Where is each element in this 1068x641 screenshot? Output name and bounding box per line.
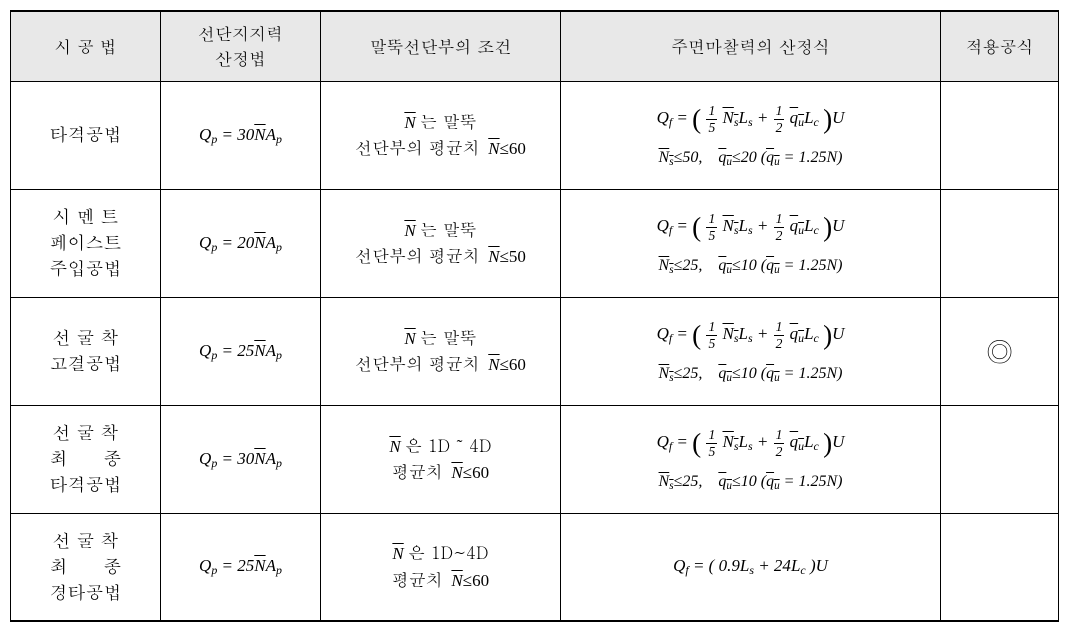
cell-qf: Qf = ( 0.9Ls + 24Lc )U [561,513,941,621]
cell-method: 선 굴 착 최 종 타격공법 [11,405,161,513]
cell-method: 선 굴 착 고결공법 [11,297,161,405]
cell-apply [941,513,1059,621]
table-row: 선 굴 착 고결공법 Qp = 25NAp N 는 말뚝 선단부의 평균치 N≤… [11,297,1059,405]
cell-condition: N 은 1D~4D 평균치 N≤60 [321,513,561,621]
cell-condition: N 는 말뚝 선단부의 평균치 N≤60 [321,297,561,405]
cell-condition: N 은 1D ˜ 4D 평균치 N≤60 [321,405,561,513]
cell-apply [941,81,1059,189]
table-row: 시 멘 트 페이스트 주입공법 Qp = 20NAp N 는 말뚝 선단부의 평… [11,189,1059,297]
formula-table: 시 공 법 선단지지력 산정법 말뚝선단부의 조건 주면마찰력의 산정식 적용공… [10,10,1059,622]
header-condition: 말뚝선단부의 조건 [321,11,561,81]
table-row: 타격공법 Qp = 30NAp N 는 말뚝 선단부의 평균치 N≤60 Qf … [11,81,1059,189]
cell-apply [941,189,1059,297]
cell-qf: Qf = ( 15 NsLs + 12 quLc )U Ns≤25, qu≤10… [561,297,941,405]
cell-apply [941,405,1059,513]
header-method: 시 공 법 [11,11,161,81]
header-row: 시 공 법 선단지지력 산정법 말뚝선단부의 조건 주면마찰력의 산정식 적용공… [11,11,1059,81]
cell-qp: Qp = 25NAp [161,513,321,621]
header-qp: 선단지지력 산정법 [161,11,321,81]
cell-qp: Qp = 30NAp [161,405,321,513]
cell-method: 시 멘 트 페이스트 주입공법 [11,189,161,297]
cell-qp: Qp = 30NAp [161,81,321,189]
table-row: 선 굴 착 최 종 타격공법 Qp = 30NAp N 은 1D ˜ 4D 평균… [11,405,1059,513]
cell-qf: Qf = ( 15 NsLs + 12 quLc )U Ns≤50, qu≤20… [561,81,941,189]
header-qf: 주면마찰력의 산정식 [561,11,941,81]
cell-condition: N 는 말뚝 선단부의 평균치 N≤50 [321,189,561,297]
table-row: 선 굴 착 최 종 경타공법 Qp = 25NAp N 은 1D~4D 평균치 … [11,513,1059,621]
cell-qf: Qf = ( 15 NsLs + 12 quLc )U Ns≤25, qu≤10… [561,189,941,297]
cell-qp: Qp = 25NAp [161,297,321,405]
cell-condition: N 는 말뚝 선단부의 평균치 N≤60 [321,81,561,189]
cell-qp: Qp = 20NAp [161,189,321,297]
cell-qf: Qf = ( 15 NsLs + 12 quLc )U Ns≤25, qu≤10… [561,405,941,513]
cell-apply: ◎ [941,297,1059,405]
header-apply: 적용공식 [941,11,1059,81]
cell-method: 선 굴 착 최 종 경타공법 [11,513,161,621]
cell-method: 타격공법 [11,81,161,189]
